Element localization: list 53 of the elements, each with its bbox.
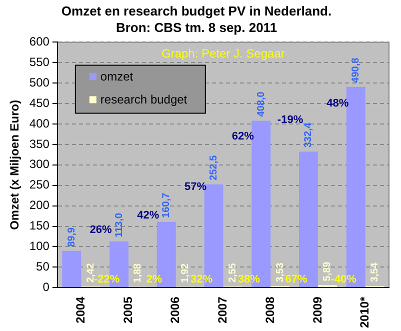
annotation: 67% <box>285 274 308 286</box>
y-tick-label: 500 <box>29 75 50 90</box>
data-label: 3,54 <box>370 262 381 282</box>
annotation: 62% <box>232 130 254 143</box>
chart-subtitle: Bron: CBS tm. 8 sep. 2011 <box>116 20 278 35</box>
annotation: 42% <box>137 210 160 222</box>
data-label: 490,8 <box>350 57 362 83</box>
annotation: 32% <box>190 274 213 286</box>
y-tick-label: 250 <box>29 178 50 192</box>
legend-label: research budget <box>100 92 188 107</box>
bar <box>62 250 82 288</box>
y-tick-label: 550 <box>29 54 50 69</box>
x-tick-label: 2008 <box>262 296 277 324</box>
data-label: 1,92 <box>180 262 192 283</box>
y-tick-label: 0 <box>42 280 50 294</box>
y-tick-label: 350 <box>29 136 50 151</box>
data-label: 113,0 <box>114 212 125 238</box>
y-tick-label: 100 <box>29 239 50 254</box>
y-tick-label: 200 <box>29 198 50 212</box>
annotation: 48% <box>326 97 349 110</box>
annotation: 2% <box>146 274 162 286</box>
x-tick-label: 2009 <box>310 296 324 324</box>
data-label: 332,4 <box>303 122 314 148</box>
data-label: 1,88 <box>132 262 144 283</box>
data-label: 408,0 <box>256 91 267 117</box>
data-label: 89,9 <box>66 226 78 247</box>
data-label: 252,5 <box>208 154 220 180</box>
data-label: 5,89 <box>322 261 334 282</box>
legend-label: omzet <box>100 70 134 84</box>
y-axis-title: Omzet (x Miljoen Euro) <box>8 100 22 230</box>
annotation: 38% <box>238 274 260 286</box>
data-label: 2,55 <box>227 262 238 283</box>
y-tick-label: 300 <box>29 157 50 172</box>
x-tick-label: 2006 <box>168 296 182 324</box>
data-label: 160,7 <box>161 192 172 218</box>
y-tick-label: 450 <box>29 96 50 110</box>
annotation: -22% <box>94 274 120 286</box>
y-tick-label: 50 <box>36 259 50 274</box>
annotation: -40% <box>330 274 357 286</box>
annotation: 57% <box>184 181 207 194</box>
data-label: 3,53 <box>274 262 286 282</box>
annotation: -19% <box>277 114 304 126</box>
y-tick-label: 400 <box>29 116 50 130</box>
x-tick-label: 2004 <box>73 296 88 324</box>
x-tick-label: 2010* <box>358 296 372 328</box>
x-tick-label: 2007 <box>216 296 230 324</box>
annotation: 26% <box>90 224 112 236</box>
annotation: Graph: Peter J. Segaar <box>162 46 285 61</box>
chart-title: Omzet en research budget PV in Nederland. <box>61 3 332 18</box>
data-label: 2,42 <box>85 262 96 283</box>
x-tick-label: 2005 <box>120 296 135 324</box>
y-tick-label: 150 <box>29 218 50 233</box>
y-tick-label: 600 <box>29 34 50 49</box>
